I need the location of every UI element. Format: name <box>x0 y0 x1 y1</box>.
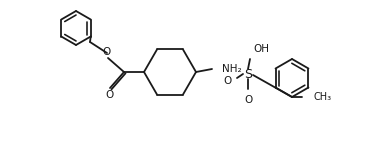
Text: O: O <box>102 47 110 57</box>
Text: O: O <box>223 76 231 86</box>
Text: O: O <box>105 90 113 100</box>
Text: S: S <box>244 67 252 81</box>
Text: NH₂: NH₂ <box>222 64 242 74</box>
Text: O: O <box>244 95 252 105</box>
Text: OH: OH <box>253 44 269 54</box>
Text: CH₃: CH₃ <box>314 92 332 102</box>
